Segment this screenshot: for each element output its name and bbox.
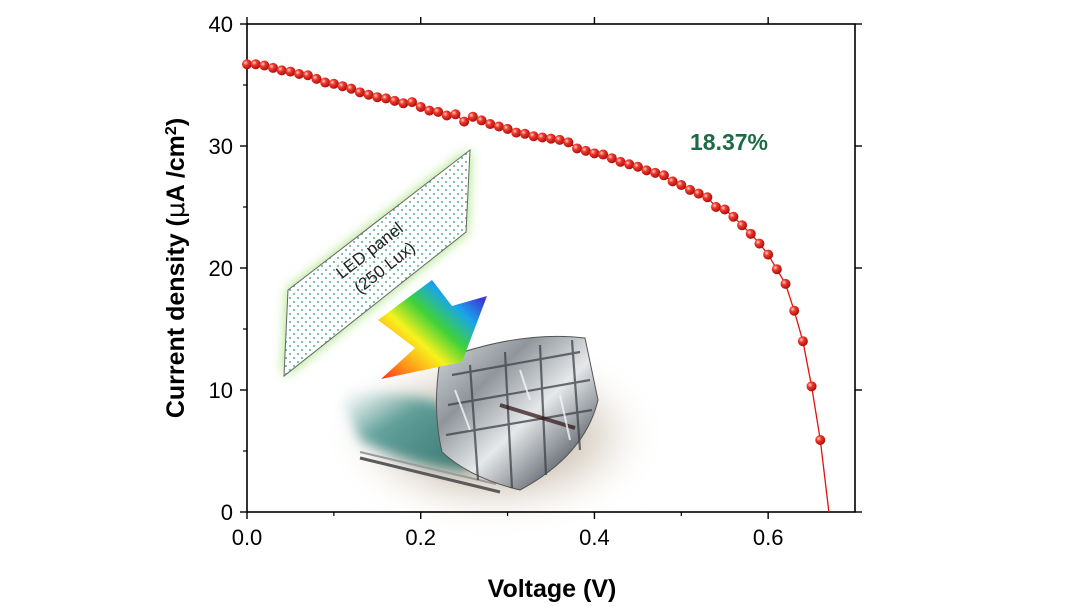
data-point <box>771 264 782 275</box>
efficiency-annotation: 18.37% <box>690 129 768 155</box>
data-point <box>711 202 722 212</box>
y-tick-label: 0 <box>221 500 233 525</box>
data-point <box>459 116 470 127</box>
y-tick-label: 10 <box>209 378 233 403</box>
data-point <box>719 204 730 215</box>
data-point <box>415 101 426 112</box>
data-point <box>268 62 279 73</box>
data-point <box>250 59 261 70</box>
data-point <box>780 278 791 289</box>
data-point <box>693 188 704 199</box>
data-point <box>641 165 652 176</box>
data-point <box>537 132 548 143</box>
x-tick-label: 0.6 <box>753 525 784 550</box>
data-markers <box>242 59 826 446</box>
data-point <box>684 184 695 195</box>
plot-axes: 0.0 0.2 0.4 0.6 0 10 20 30 40 <box>209 12 862 550</box>
data-point <box>728 211 739 222</box>
y-tick-label: 40 <box>209 12 233 37</box>
data-point <box>763 249 774 260</box>
data-point <box>511 127 522 138</box>
data-point <box>667 176 678 187</box>
data-point <box>702 192 713 203</box>
data-point <box>806 381 817 392</box>
data-point <box>302 70 313 81</box>
data-point <box>650 167 661 178</box>
data-point <box>311 73 322 84</box>
data-point <box>433 106 444 117</box>
data-point <box>580 145 591 156</box>
tweezers-tip <box>359 451 497 485</box>
data-point <box>658 170 669 181</box>
data-point <box>407 97 418 108</box>
data-point <box>676 180 687 191</box>
data-point <box>502 123 513 134</box>
data-point <box>259 60 270 71</box>
data-point <box>589 148 600 159</box>
data-point <box>815 435 826 446</box>
data-point <box>572 143 583 154</box>
data-point <box>563 137 574 148</box>
data-point <box>398 98 409 109</box>
data-point <box>632 161 643 172</box>
data-point <box>346 83 357 94</box>
data-point <box>615 156 626 167</box>
x-tick-label: 0.4 <box>579 525 610 550</box>
data-point <box>598 149 609 160</box>
data-point <box>797 336 808 347</box>
y-axis-title: Current density (μA /cm2) <box>161 118 190 418</box>
data-point <box>424 105 435 116</box>
data-point <box>546 133 556 144</box>
data-point <box>476 115 487 126</box>
data-point <box>754 238 765 249</box>
data-point <box>624 159 635 170</box>
y-tick-label: 30 <box>209 134 233 159</box>
flexible-solar-cell-photo <box>435 335 599 491</box>
data-point <box>606 153 617 164</box>
data-point <box>320 77 331 88</box>
data-point <box>337 81 348 92</box>
data-point <box>328 78 339 89</box>
rainbow-arrow-icon <box>378 280 487 379</box>
x-tick-label: 0.0 <box>232 525 263 550</box>
tweezers-icon <box>359 456 501 494</box>
data-point <box>380 93 391 104</box>
data-point <box>242 59 252 70</box>
y-tick-label: 20 <box>209 256 233 281</box>
data-point <box>485 119 496 130</box>
inset-illustration: LED panel (250 Lux) <box>283 148 660 525</box>
x-axis-title: Voltage (V) <box>488 575 617 603</box>
data-point <box>737 220 748 231</box>
data-point <box>528 131 539 142</box>
data-point <box>354 87 365 98</box>
data-point <box>276 65 287 76</box>
data-point <box>554 134 565 145</box>
x-tick-label: 0.2 <box>405 525 436 550</box>
data-point <box>294 69 305 80</box>
data-point <box>389 95 400 106</box>
data-point <box>372 92 383 103</box>
data-point <box>493 121 504 132</box>
data-point <box>519 128 530 139</box>
data-point <box>363 89 374 100</box>
data-point <box>467 111 478 122</box>
data-point <box>441 110 452 121</box>
data-point <box>789 305 800 316</box>
data-point <box>285 66 296 77</box>
data-point <box>745 228 756 239</box>
data-point <box>450 109 461 120</box>
